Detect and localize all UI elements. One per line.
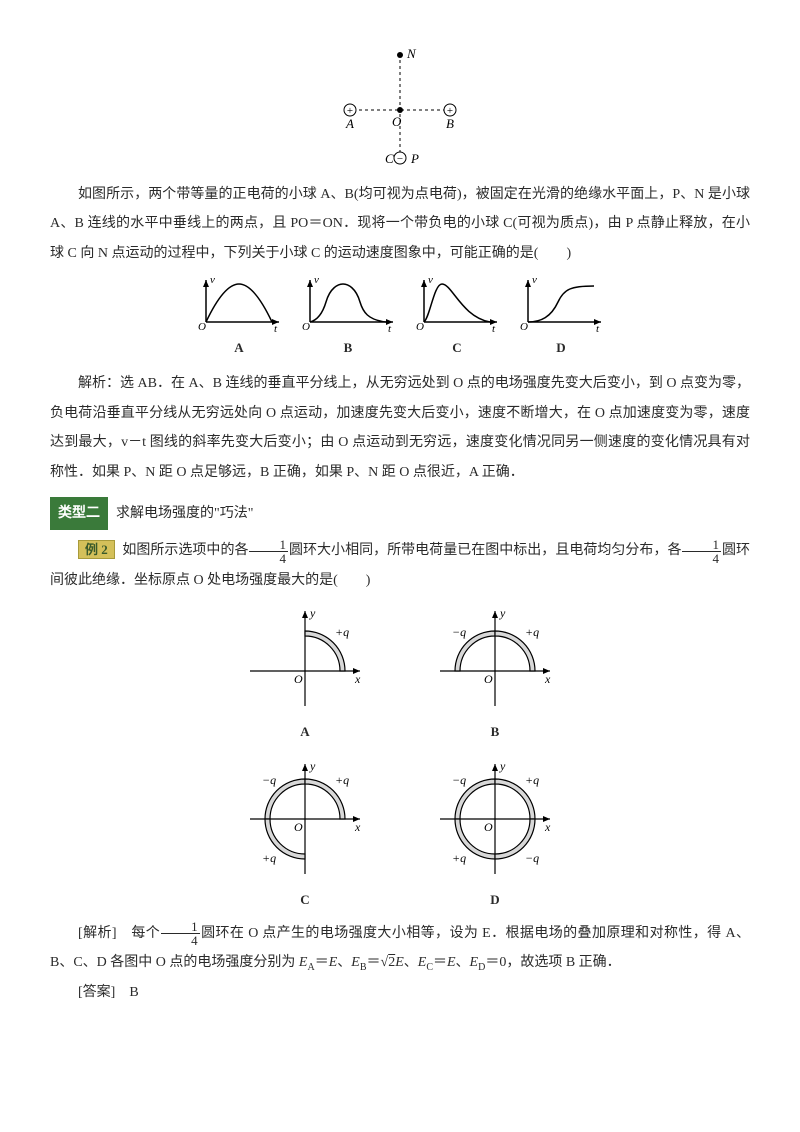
vt-graph-a: v t O A [194,272,284,361]
svg-text:x: x [354,820,361,834]
label-p: P [410,151,419,166]
ring-c: −q +q +q O x y C [240,754,370,913]
example2-badge: 例 2 [78,540,115,559]
vt-graph-b: v t O B [298,272,398,361]
vt-graph-c: v t O C [412,272,502,361]
label-o: O [392,114,402,129]
type2-badge: 类型二 [50,497,108,530]
svg-text:−q: −q [525,851,539,865]
solution1: 解析：选 AB．在 A、B 连线的垂直平分线上，从无穷远处到 O 点的电场强度先… [50,369,750,487]
ring-diagrams: +q O x y A −q +q O x y B [50,601,750,913]
svg-text:+q: +q [525,625,539,639]
svg-text:t: t [274,323,278,332]
label-c: C [385,151,394,166]
svg-text:t: t [492,323,496,332]
svg-text:y: y [309,759,316,773]
svg-text:O: O [416,321,424,332]
svg-text:y: y [499,606,506,620]
svg-text:y: y [499,759,506,773]
svg-text:O: O [302,321,310,332]
svg-text:v: v [428,274,433,286]
svg-text:+q: +q [262,851,276,865]
example2-text: 例 2 如图所示选项中的各14圆环大小相同，所带电荷量已在图中标出，且电荷均匀分… [50,536,750,595]
svg-text:−: − [397,153,403,165]
figure-charge-setup: N + A O + B − C P [50,40,750,180]
vt-graph-d: v t O D [516,272,606,361]
svg-text:O: O [484,672,493,686]
svg-text:+q: +q [525,773,539,787]
answer-text: [答案] B [50,978,750,1007]
svg-text:v: v [532,274,537,286]
label-n: N [406,46,417,61]
problem1-text: 如图所示，两个带等量的正电荷的小球 A、B(均可视为点电荷)，被固定在光滑的绝缘… [50,180,750,268]
svg-text:O: O [520,321,528,332]
svg-text:t: t [596,323,600,332]
svg-text:+q: +q [452,851,466,865]
svg-text:−q: −q [452,773,466,787]
svg-text:O: O [294,820,303,834]
svg-text:+q: +q [335,773,349,787]
ring-d: −q +q +q −q O x y D [430,754,560,913]
label-a: A [345,116,354,131]
section-type2-header: 类型二 求解电场强度的"巧法" [50,497,750,530]
svg-text:x: x [354,672,361,686]
vt-graphs-row: v t O A v t O B v t O C [50,272,750,361]
svg-text:v: v [210,274,215,286]
svg-text:O: O [294,672,303,686]
svg-text:O: O [484,820,493,834]
ring-b: −q +q O x y B [430,601,560,745]
svg-text:y: y [309,606,316,620]
svg-text:t: t [388,323,392,332]
svg-text:x: x [544,820,551,834]
svg-text:+q: +q [335,625,349,639]
svg-text:−q: −q [262,773,276,787]
analysis-text: [解析] 每个14圆环在 O 点产生的电场强度大小相等，设为 E．根据电场的叠加… [50,919,750,978]
type2-title: 求解电场强度的"巧法" [116,499,253,528]
label-b: B [446,116,454,131]
svg-text:v: v [314,274,319,286]
svg-text:O: O [198,321,206,332]
svg-text:−q: −q [452,625,466,639]
svg-text:x: x [544,672,551,686]
ring-a: +q O x y A [240,601,370,745]
